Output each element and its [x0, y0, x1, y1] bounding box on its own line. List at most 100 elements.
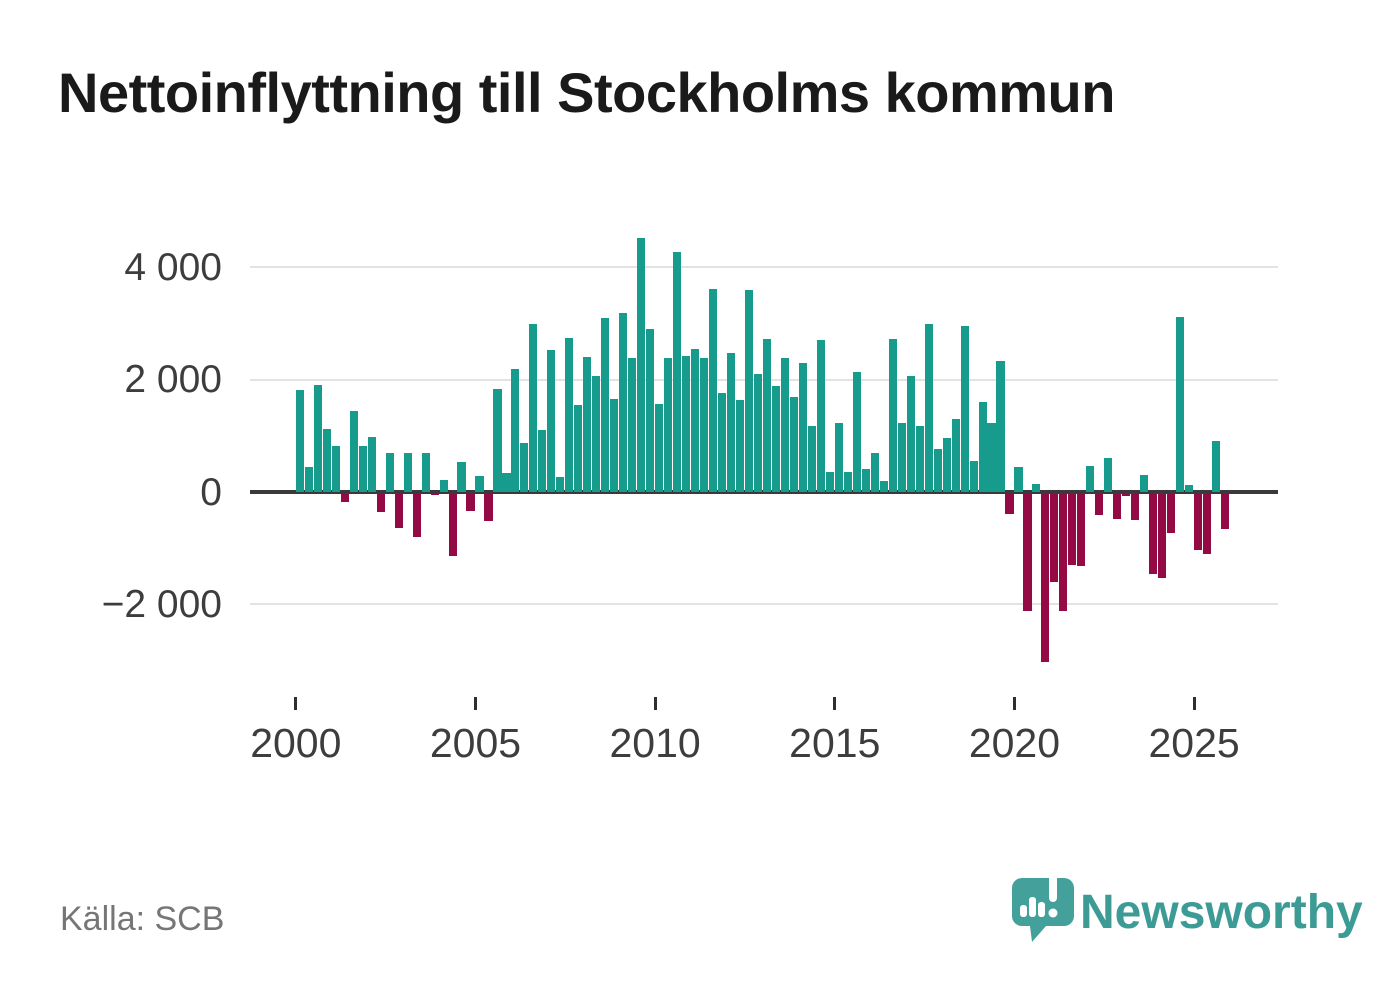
bar: [1068, 494, 1077, 566]
x-tick: [473, 697, 477, 710]
x-tick-label: 2005: [429, 720, 522, 766]
bar: [385, 452, 394, 492]
y-axis-label: 0: [200, 470, 222, 514]
bar: [475, 475, 484, 492]
bar: [780, 358, 789, 492]
bar: [547, 349, 556, 492]
bar: [439, 479, 448, 492]
bar: [502, 473, 511, 492]
chart-title: Nettoinflyttning till Stockholms kommun: [58, 61, 1115, 124]
x-tick: [833, 697, 837, 710]
bar: [951, 419, 960, 492]
bar: [349, 410, 358, 492]
bar: [691, 349, 700, 492]
bar: [664, 357, 673, 492]
bar: [726, 353, 736, 492]
bar: [673, 252, 682, 492]
bar: [1014, 466, 1023, 492]
bar: [421, 452, 430, 492]
bar: [1059, 494, 1068, 612]
bar: [1077, 494, 1086, 567]
newsworthy-logo: Newsworthy: [1010, 864, 1363, 954]
bar: [592, 375, 601, 492]
bar: [1041, 494, 1050, 663]
bar: [978, 401, 987, 492]
bar: [511, 369, 520, 492]
bar: [762, 338, 771, 492]
bar: [1212, 441, 1221, 492]
bar: [987, 422, 996, 492]
source-label: Källa: SCB: [60, 900, 225, 938]
bar: [942, 438, 951, 492]
bar: [753, 373, 763, 492]
bar: [843, 471, 852, 492]
bar: [1149, 494, 1158, 574]
bar: [637, 238, 646, 492]
bar: [358, 445, 367, 492]
bar: [969, 461, 978, 492]
bar: [376, 494, 385, 512]
bar: [915, 425, 924, 492]
bar: [879, 481, 888, 492]
bar: [1176, 316, 1185, 492]
bar: [1086, 466, 1095, 492]
bar: [1095, 494, 1104, 515]
bar: [304, 467, 313, 492]
x-tick-label: 2015: [789, 720, 881, 766]
bar: [1104, 458, 1113, 492]
x-tick: [1012, 697, 1016, 710]
bar: [744, 290, 754, 492]
y-axis-label: 2 000: [124, 358, 222, 402]
y-axis-label: 4 000: [124, 245, 222, 289]
bar: [960, 326, 969, 492]
bar: [340, 494, 349, 503]
bar: [529, 323, 538, 492]
bar: [1113, 494, 1122, 520]
bar: [735, 399, 745, 492]
bar: [709, 288, 718, 492]
bar: [448, 494, 457, 557]
logo-bar-2: [1029, 897, 1036, 917]
bar: [1158, 494, 1167, 578]
bar: [430, 494, 439, 496]
bar: [601, 317, 610, 492]
bar: [906, 375, 915, 492]
bar: [403, 452, 412, 492]
bar: [1140, 474, 1149, 492]
bar: [933, 448, 942, 492]
zero-line: [250, 490, 1278, 494]
bar: [1203, 494, 1212, 554]
x-tick: [653, 697, 657, 710]
bar: [412, 494, 421, 537]
grid-line: [250, 266, 1278, 269]
bar: [1167, 494, 1176, 534]
bar: [807, 425, 816, 492]
bar: [322, 428, 331, 492]
bar: [610, 399, 619, 492]
bar: [700, 357, 709, 492]
bar: [1005, 494, 1014, 515]
bar: [888, 338, 897, 492]
bar: [1122, 494, 1131, 496]
y-axis-label: −2 000: [101, 582, 222, 626]
x-tick-label: 2010: [609, 720, 701, 766]
bar: [996, 360, 1005, 492]
bar: [556, 477, 565, 492]
bar: [861, 468, 870, 492]
newsworthy-logo-text: Newsworthy: [1080, 886, 1363, 939]
bar: [574, 404, 583, 492]
bar: [1185, 484, 1194, 492]
grid-line: [250, 603, 1278, 606]
bar: [493, 389, 502, 492]
x-tick-label: 2025: [1148, 720, 1240, 766]
logo-exclamation-stem: [1049, 868, 1057, 902]
bar: [1194, 494, 1203, 551]
bar: [897, 423, 906, 492]
bar: [798, 363, 807, 492]
bar: [457, 461, 466, 492]
bar: [924, 324, 933, 492]
bar: [789, 396, 798, 492]
bar: [565, 337, 574, 492]
